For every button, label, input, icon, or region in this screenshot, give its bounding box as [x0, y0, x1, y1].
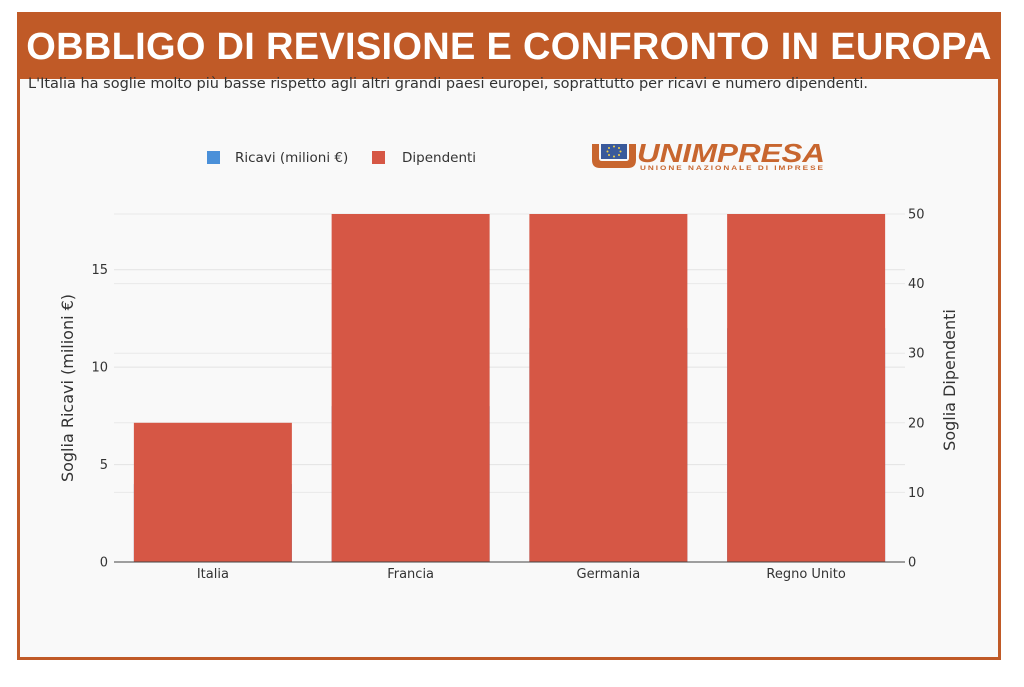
- legend: Ricavi (milioni €) Dipendenti: [207, 150, 476, 166]
- title-banner: OBBLIGO DI REVISIONE E CONFRONTO IN EURO…: [20, 15, 998, 79]
- x-tick-label-0: Italia: [197, 567, 229, 582]
- legend-swatch-ricavi: [207, 151, 220, 164]
- left-tick-label-3: 15: [91, 263, 108, 278]
- legend-label-dipendenti: Dipendenti: [402, 150, 476, 166]
- logo-tagline: UNIONE NAZIONALE DI IMPRESE: [640, 165, 825, 172]
- right-tick-label-2: 20: [908, 416, 925, 431]
- bar-dipendenti-2[interactable]: [529, 214, 688, 562]
- left-tick-label-1: 5: [100, 458, 108, 473]
- right-axis-ticks: 0 10 20 30 40 50: [908, 208, 925, 571]
- right-tick-label-1: 10: [908, 486, 925, 501]
- x-tick-label-1: Francia: [387, 567, 434, 582]
- logo-eu-flag-icon: [601, 144, 627, 159]
- x-tick-label-2: Germania: [577, 567, 641, 582]
- legend-swatch-dipendenti: [372, 151, 385, 164]
- legend-item-ricavi[interactable]: Ricavi (milioni €): [207, 150, 348, 166]
- logo-u-shape-icon: [592, 144, 636, 168]
- x-tick-label-3: Regno Unito: [766, 567, 845, 582]
- chart-subtitle: L'Italia ha soglie molto più basse rispe…: [28, 76, 868, 92]
- right-tick-label-3: 30: [908, 347, 925, 362]
- legend-item-dipendenti[interactable]: Dipendenti: [372, 150, 476, 166]
- right-tick-label-5: 50: [908, 208, 925, 223]
- left-tick-label-2: 10: [91, 361, 108, 376]
- legend-label-ricavi: Ricavi (milioni €): [235, 150, 348, 166]
- right-tick-label-4: 40: [908, 277, 925, 292]
- left-axis-ticks: 0 5 10 15: [91, 263, 108, 570]
- x-axis-ticks: Italia Francia Germania Regno Unito: [197, 567, 846, 582]
- page-title: OBBLIGO DI REVISIONE E CONFRONTO IN EURO…: [26, 25, 992, 68]
- bar-dipendenti-3[interactable]: [727, 214, 886, 562]
- right-tick-label-0: 0: [908, 556, 916, 571]
- right-axis-title: Soglia Dipendenti: [940, 309, 959, 451]
- left-tick-label-0: 0: [100, 556, 108, 571]
- bar-dipendenti-0[interactable]: [133, 422, 292, 562]
- left-axis-title: Soglia Ricavi (milioni €): [58, 294, 77, 482]
- bars: [133, 214, 886, 562]
- logo-wordmark: UNIMPRESA: [637, 138, 825, 168]
- bar-dipendenti-1[interactable]: [331, 214, 490, 562]
- unimpresa-logo: UNIMPRESA UNIONE NAZIONALE DI IMPRESE: [592, 138, 825, 172]
